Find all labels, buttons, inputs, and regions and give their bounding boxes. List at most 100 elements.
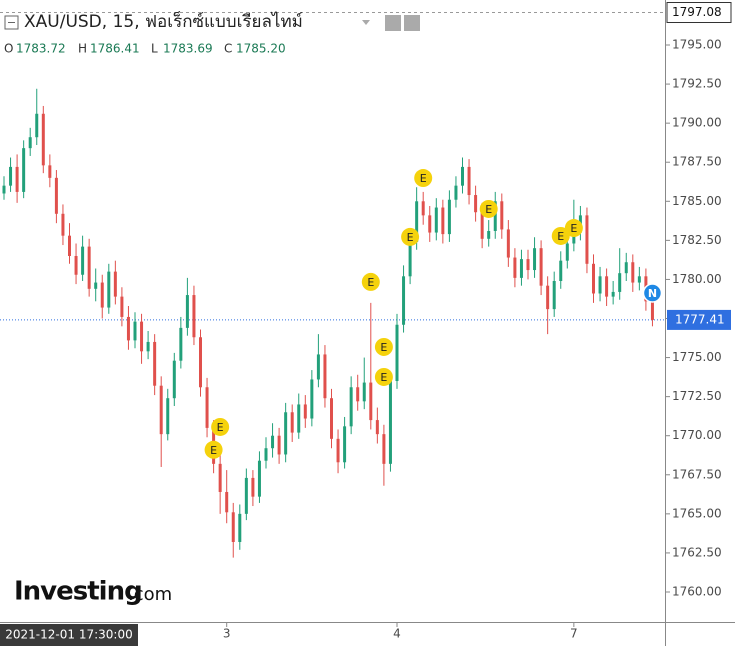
event-label: E [380,341,387,354]
title-dropdown[interactable] [362,20,370,25]
candle-body [277,435,281,455]
y-tick-label: 1767.50 [672,467,722,481]
event-marker [564,219,583,238]
candle-body [539,248,543,286]
event-label: E [217,421,224,434]
candle-body [454,185,458,200]
candle-body [290,412,294,433]
candle-body [28,137,32,149]
candle-body [35,113,39,138]
y-tick-label: 1772.50 [672,389,722,403]
candle-body [140,321,144,352]
candle-body [461,166,464,186]
candle-body [441,207,445,235]
y-tick-label: 1770.00 [672,428,722,442]
collapse-icon[interactable] [4,15,19,30]
event-marker [204,440,223,459]
event-label: E [367,276,374,289]
candle-body [369,382,373,421]
candle-body [500,201,504,230]
candle-body [323,354,327,399]
event-marker [401,227,420,246]
candle-body [231,512,235,542]
event-marker [374,367,393,386]
candle-body [421,201,425,216]
event-marker [211,417,230,436]
ohlc-key: L [151,42,158,56]
candle-body [48,165,52,178]
candle-body [225,491,229,513]
y-tick-label: 1795.00 [672,38,722,52]
event-marker [374,337,393,356]
candle-body [159,385,163,435]
cursor-label: 2021-12-01 17:30:00 [5,628,132,642]
y-tick-label: 1760.00 [672,584,722,598]
candle-body [533,248,537,271]
candle-body [428,215,432,233]
candle-body [199,337,202,388]
candle-body [113,271,117,297]
candle-body [356,387,360,402]
event-label: E [420,172,427,185]
candle-body [572,232,576,244]
chart-title: XAU/USD, 15, ฟอเร็กซ์แบบเรียลไทม์ [24,10,303,32]
candle-body [192,295,196,338]
candle-body [598,276,602,294]
candle-body [179,327,183,361]
candle-body [120,296,124,317]
event-label: E [210,444,217,457]
candle-body [9,166,13,186]
x-tick-label: 4 [393,627,401,641]
candle-body [343,426,347,463]
candle-body [2,185,6,194]
gear-icon[interactable] [404,15,420,31]
candle-body [546,285,550,310]
watermark-suffix: .com [128,584,172,605]
news-marker [642,283,663,303]
ohlc-value: 1783.72 [16,42,66,56]
x-tick-label: 3 [223,627,231,641]
settings-icon[interactable] [385,15,401,31]
candle-body [81,246,85,275]
candle-body [605,276,609,297]
candle-body [257,460,261,497]
y-tick-label: 1785.00 [672,194,722,208]
high-label: 1797.08 [672,5,722,19]
candle-body [238,513,242,542]
candle-body [467,166,471,196]
candle-body [100,282,104,308]
candle-body [61,213,65,236]
candle-body [126,316,130,341]
y-tick-label: 1787.50 [672,155,722,169]
candle-body [382,434,386,464]
candle-body [41,113,45,166]
event-marker [479,199,498,218]
watermark-brand: Investing [14,577,142,607]
ohlc-value: 1785.20 [236,42,286,56]
candle-body [172,360,176,399]
event-label: E [380,371,387,384]
candle-body [107,271,111,308]
candle-body [592,263,595,294]
y-tick-label: 1765.00 [672,506,722,520]
candle-body [526,259,530,271]
candle-body [244,477,248,514]
candle-body [153,341,157,386]
candle-body [415,201,419,242]
candle-body [133,321,137,341]
candle-body [303,404,307,419]
candle-body [375,420,379,435]
candle-body [480,212,484,239]
candle-body [395,324,399,382]
y-tick-label: 1762.50 [672,545,722,559]
candle-body [297,404,301,433]
candle-body [316,354,320,380]
candle-body [624,262,628,274]
last-price-label: 1777.41 [675,312,725,326]
candle-body [434,207,438,233]
candle-body [94,282,98,289]
candle-body [388,381,392,464]
candle-body [251,477,255,497]
